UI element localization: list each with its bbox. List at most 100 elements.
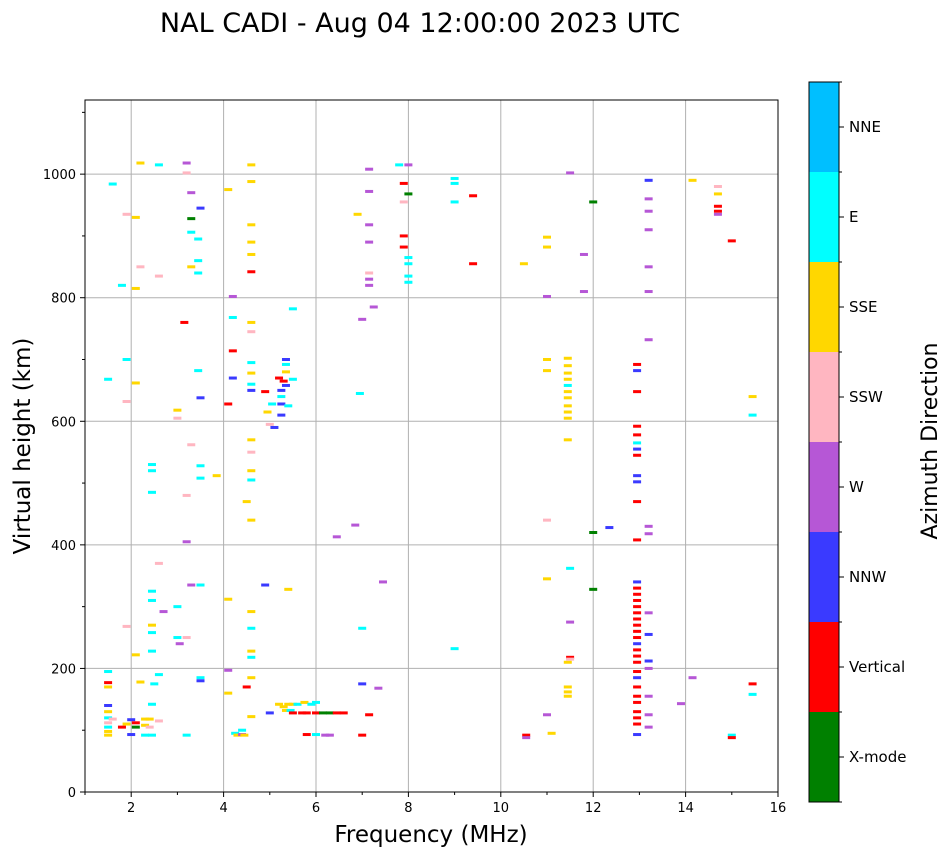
data-point	[136, 265, 145, 269]
data-point	[358, 317, 367, 321]
data-point	[159, 610, 168, 614]
data-point	[644, 632, 653, 636]
data-point	[242, 685, 251, 689]
data-point	[147, 598, 156, 602]
colorbar-frame	[808, 81, 840, 803]
data-point	[365, 271, 374, 275]
data-point	[293, 702, 302, 706]
data-point	[182, 493, 191, 497]
data-point	[247, 180, 256, 184]
data-point	[399, 245, 408, 249]
colorbar-tick-label: X-mode	[849, 748, 906, 766]
data-point	[727, 736, 736, 740]
y-tick-label: 0	[68, 786, 76, 801]
colorbar-segment	[809, 262, 839, 352]
data-point	[644, 228, 653, 232]
data-point	[378, 580, 387, 584]
data-point	[131, 653, 140, 657]
data-point	[154, 719, 163, 723]
data-point	[141, 733, 150, 737]
data-point	[247, 330, 256, 334]
y-tick-label: 200	[51, 662, 76, 677]
data-point	[579, 252, 588, 256]
data-point	[173, 416, 182, 420]
data-point	[261, 583, 270, 587]
data-point	[543, 713, 551, 717]
data-point	[108, 717, 117, 721]
data-point	[247, 223, 256, 227]
data-point	[543, 518, 551, 522]
data-point	[154, 274, 163, 278]
data-point	[187, 191, 196, 195]
data-point	[147, 733, 156, 737]
data-point	[122, 212, 131, 216]
data-point	[399, 200, 408, 204]
data-point	[365, 713, 374, 717]
data-point	[748, 413, 757, 417]
data-point	[154, 163, 163, 167]
colorbar-segment	[809, 172, 839, 262]
colorbar-label: Azimuth Direction	[918, 342, 943, 539]
data-point	[358, 733, 367, 737]
data-point	[633, 586, 642, 590]
data-point	[104, 685, 113, 689]
colorbar-tick-label: W	[849, 478, 864, 496]
data-point	[543, 577, 551, 581]
data-point	[633, 694, 642, 698]
data-point	[247, 270, 256, 274]
data-point	[450, 181, 459, 185]
data-point	[332, 711, 341, 715]
data-point	[286, 708, 295, 712]
data-point	[122, 358, 131, 361]
data-point	[543, 245, 551, 249]
x-axis-ticks: 2 4 6 8 10 12 14 16	[84, 792, 787, 816]
y-tick-label: 600	[51, 415, 76, 430]
data-point	[182, 171, 191, 175]
x-tick-label: 16	[770, 801, 787, 816]
data-point	[633, 580, 642, 584]
data-point	[325, 733, 334, 737]
x-tick-label: 2	[127, 801, 135, 816]
colorbar-segment	[809, 82, 839, 172]
data-point	[196, 476, 205, 480]
plot-frame	[84, 99, 779, 793]
data-point	[633, 369, 642, 373]
data-point	[131, 381, 140, 385]
colorbar-tick-label: E	[849, 208, 858, 226]
data-point	[127, 733, 136, 737]
data-point	[104, 704, 113, 707]
data-point	[644, 611, 653, 615]
data-point	[566, 171, 575, 175]
data-point	[589, 200, 598, 204]
data-point	[374, 686, 383, 690]
x-tick-label: 10	[493, 801, 510, 816]
data-point	[399, 181, 408, 185]
data-point	[563, 396, 572, 400]
data-point	[369, 305, 378, 309]
data-point	[275, 376, 284, 380]
data-point	[277, 395, 286, 399]
data-point	[633, 598, 642, 602]
data-point	[358, 626, 367, 630]
data-point	[224, 188, 233, 192]
data-point	[284, 404, 293, 408]
data-point	[543, 369, 551, 373]
data-point	[365, 167, 374, 171]
data-point	[633, 733, 642, 737]
data-point	[312, 700, 320, 704]
data-point	[563, 364, 572, 368]
data-point	[563, 438, 572, 442]
data-point	[563, 660, 572, 664]
data-point	[194, 369, 203, 373]
data-point	[182, 636, 191, 640]
x-tick-label: 14	[677, 801, 694, 816]
data-point	[212, 474, 221, 478]
data-point	[281, 362, 290, 366]
data-point	[633, 362, 642, 366]
data-point	[265, 711, 274, 715]
data-point	[676, 702, 685, 706]
data-point	[713, 212, 722, 216]
data-point	[644, 659, 653, 663]
data-point	[247, 388, 256, 392]
